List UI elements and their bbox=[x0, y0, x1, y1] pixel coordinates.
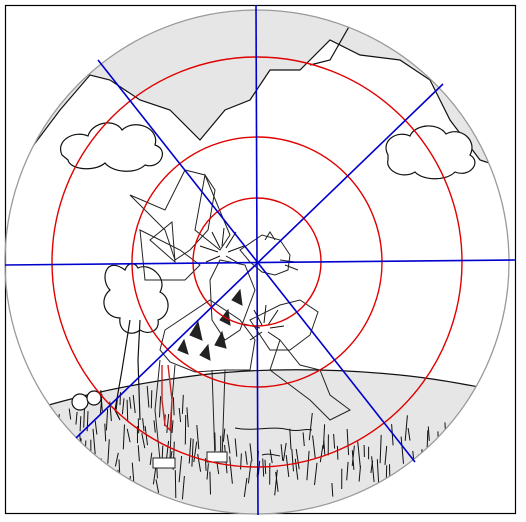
radial-vertical bbox=[255, 4, 259, 516]
viewport-circle bbox=[4, 9, 510, 515]
geometric-creature bbox=[129, 169, 351, 469]
radial-horizontal bbox=[4, 259, 517, 266]
bushes bbox=[71, 390, 102, 411]
radial-diag-b bbox=[75, 83, 444, 439]
radial-diag-a bbox=[97, 59, 416, 463]
cloud-left bbox=[59, 122, 163, 172]
radial-lines bbox=[4, 4, 517, 516]
tree bbox=[103, 263, 169, 421]
spike-tuft-top bbox=[199, 227, 245, 265]
